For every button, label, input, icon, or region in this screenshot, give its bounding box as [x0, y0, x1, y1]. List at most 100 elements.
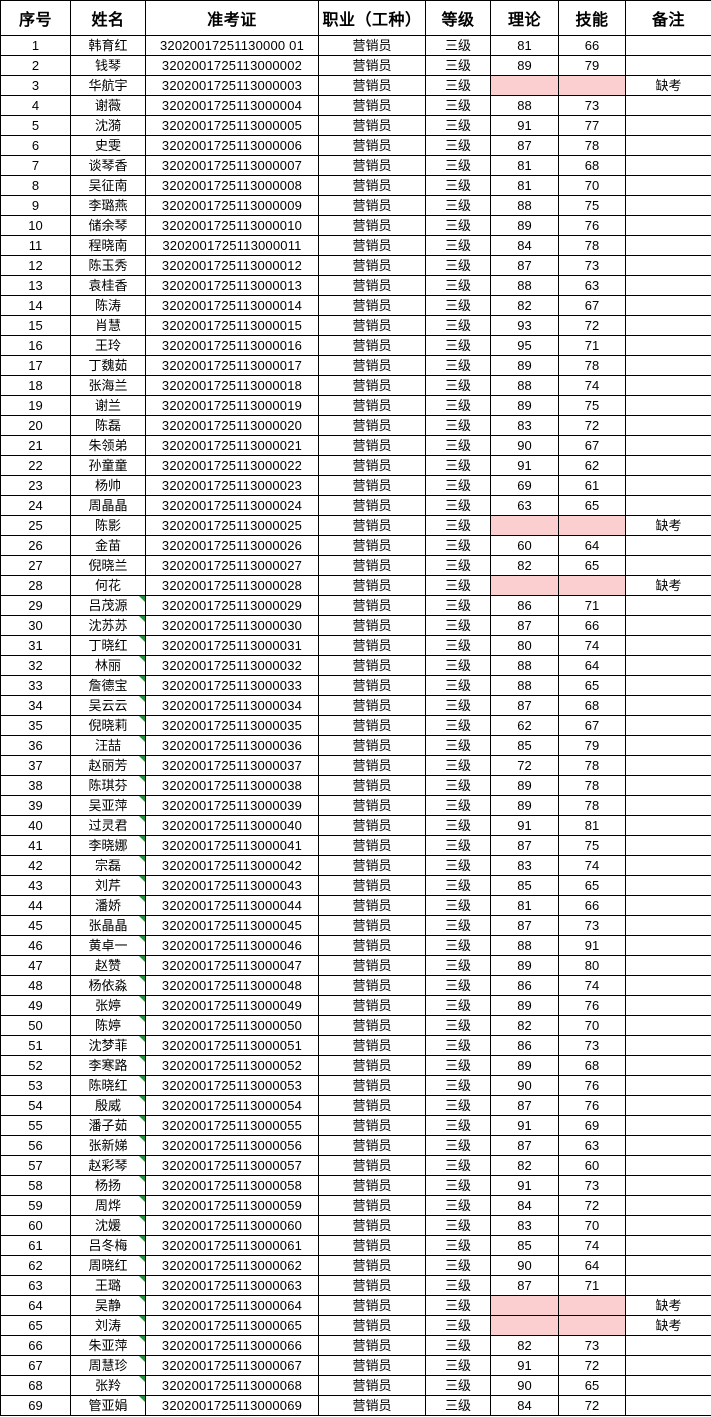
cell-skill-score[interactable]: 65: [558, 675, 626, 696]
cell-ticket-number[interactable]: 3202001725113000002: [145, 55, 319, 76]
cell-occupation[interactable]: 营销员: [318, 895, 426, 916]
cell-theory-score[interactable]: 89: [490, 795, 559, 816]
cell-index[interactable]: 3: [0, 75, 71, 96]
cell-name[interactable]: 杨依淼: [70, 975, 146, 996]
cell-note[interactable]: [625, 255, 711, 276]
cell-index[interactable]: 14: [0, 295, 71, 316]
cell-ticket-number[interactable]: 3202001725113000027: [145, 555, 319, 576]
cell-theory-score[interactable]: 83: [490, 415, 559, 436]
cell-ticket-number[interactable]: 3202001725113000025: [145, 515, 319, 536]
cell-level[interactable]: 三级: [425, 1135, 491, 1156]
cell-occupation[interactable]: 营销员: [318, 135, 426, 156]
cell-index[interactable]: 47: [0, 955, 71, 976]
cell-theory-score[interactable]: 89: [490, 215, 559, 236]
cell-ticket-number[interactable]: 3202001725113000026: [145, 535, 319, 556]
cell-index[interactable]: 63: [0, 1275, 71, 1296]
cell-index[interactable]: 4: [0, 95, 71, 116]
cell-occupation[interactable]: 营销员: [318, 295, 426, 316]
cell-ticket-number[interactable]: 3202001725113000039: [145, 795, 319, 816]
cell-index[interactable]: 17: [0, 355, 71, 376]
cell-occupation[interactable]: 营销员: [318, 1235, 426, 1256]
cell-occupation[interactable]: 营销员: [318, 95, 426, 116]
cell-occupation[interactable]: 营销员: [318, 1255, 426, 1276]
cell-occupation[interactable]: 营销员: [318, 775, 426, 796]
cell-level[interactable]: 三级: [425, 1155, 491, 1176]
cell-occupation[interactable]: 营销员: [318, 715, 426, 736]
cell-level[interactable]: 三级: [425, 1255, 491, 1276]
cell-index[interactable]: 15: [0, 315, 71, 336]
cell-ticket-number[interactable]: 3202001725113000017: [145, 355, 319, 376]
cell-index[interactable]: 37: [0, 755, 71, 776]
cell-name[interactable]: 周晓红: [70, 1255, 146, 1276]
cell-level[interactable]: 三级: [425, 555, 491, 576]
cell-ticket-number[interactable]: 3202001725113000049: [145, 995, 319, 1016]
cell-level[interactable]: 三级: [425, 1275, 491, 1296]
cell-ticket-number[interactable]: 3202001725113000052: [145, 1055, 319, 1076]
cell-skill-score[interactable]: 73: [558, 95, 626, 116]
cell-index[interactable]: 31: [0, 635, 71, 656]
cell-level[interactable]: 三级: [425, 515, 491, 536]
cell-name[interactable]: 赵彩琴: [70, 1155, 146, 1176]
cell-level[interactable]: 三级: [425, 1315, 491, 1336]
cell-name[interactable]: 过灵君: [70, 815, 146, 836]
cell-theory-score[interactable]: 86: [490, 975, 559, 996]
cell-name[interactable]: 韩育红: [70, 35, 146, 56]
cell-occupation[interactable]: 营销员: [318, 995, 426, 1016]
header-cell-note[interactable]: 备注: [625, 0, 711, 36]
cell-occupation[interactable]: 营销员: [318, 935, 426, 956]
cell-skill-score[interactable]: 68: [558, 1055, 626, 1076]
cell-theory-score[interactable]: 60: [490, 535, 559, 556]
cell-index[interactable]: 55: [0, 1115, 71, 1136]
cell-theory-score[interactable]: 82: [490, 1335, 559, 1356]
cell-occupation[interactable]: 营销员: [318, 675, 426, 696]
cell-occupation[interactable]: 营销员: [318, 635, 426, 656]
cell-theory-score[interactable]: 81: [490, 155, 559, 176]
cell-level[interactable]: 三级: [425, 1055, 491, 1076]
cell-level[interactable]: 三级: [425, 275, 491, 296]
cell-level[interactable]: 三级: [425, 475, 491, 496]
cell-theory-score[interactable]: 84: [490, 1395, 559, 1416]
cell-theory-score[interactable]: 83: [490, 855, 559, 876]
cell-ticket-number[interactable]: 3202001725113000061: [145, 1235, 319, 1256]
cell-ticket-number[interactable]: 3202001725113000053: [145, 1075, 319, 1096]
cell-occupation[interactable]: 营销员: [318, 1375, 426, 1396]
cell-occupation[interactable]: 营销员: [318, 75, 426, 96]
cell-note[interactable]: [625, 955, 711, 976]
cell-note[interactable]: 缺考: [625, 75, 711, 96]
cell-theory-score[interactable]: 85: [490, 1235, 559, 1256]
cell-occupation[interactable]: 营销员: [318, 1395, 426, 1416]
cell-name[interactable]: 储余琴: [70, 215, 146, 236]
cell-occupation[interactable]: 营销员: [318, 495, 426, 516]
cell-occupation[interactable]: 营销员: [318, 815, 426, 836]
cell-ticket-number[interactable]: 3202001725113000066: [145, 1335, 319, 1356]
cell-occupation[interactable]: 营销员: [318, 35, 426, 56]
cell-index[interactable]: 53: [0, 1075, 71, 1096]
cell-name[interactable]: 吴亚萍: [70, 795, 146, 816]
cell-level[interactable]: 三级: [425, 775, 491, 796]
cell-theory-score[interactable]: 91: [490, 1115, 559, 1136]
cell-occupation[interactable]: 营销员: [318, 275, 426, 296]
cell-name[interactable]: 朱亚萍: [70, 1335, 146, 1356]
cell-skill-score[interactable]: 73: [558, 1335, 626, 1356]
cell-skill-score[interactable]: 65: [558, 555, 626, 576]
cell-skill-score[interactable]: 77: [558, 115, 626, 136]
cell-note[interactable]: [625, 1195, 711, 1216]
cell-ticket-number[interactable]: 3202001725113000060: [145, 1215, 319, 1236]
cell-skill-score[interactable]: 63: [558, 275, 626, 296]
cell-name[interactable]: 谈琴香: [70, 155, 146, 176]
cell-name[interactable]: 张羚: [70, 1375, 146, 1396]
cell-occupation[interactable]: 营销员: [318, 315, 426, 336]
cell-theory-score[interactable]: 88: [490, 655, 559, 676]
cell-index[interactable]: 50: [0, 1015, 71, 1036]
cell-theory-score[interactable]: 88: [490, 275, 559, 296]
cell-name[interactable]: 赵赞: [70, 955, 146, 976]
cell-theory-score[interactable]: 91: [490, 1175, 559, 1196]
cell-skill-score[interactable]: 79: [558, 735, 626, 756]
cell-level[interactable]: 三级: [425, 655, 491, 676]
cell-index[interactable]: 42: [0, 855, 71, 876]
cell-index[interactable]: 5: [0, 115, 71, 136]
cell-skill-score[interactable]: 78: [558, 135, 626, 156]
cell-ticket-number[interactable]: 3202001725113000003: [145, 75, 319, 96]
cell-skill-score[interactable]: 66: [558, 35, 626, 56]
cell-occupation[interactable]: 营销员: [318, 795, 426, 816]
